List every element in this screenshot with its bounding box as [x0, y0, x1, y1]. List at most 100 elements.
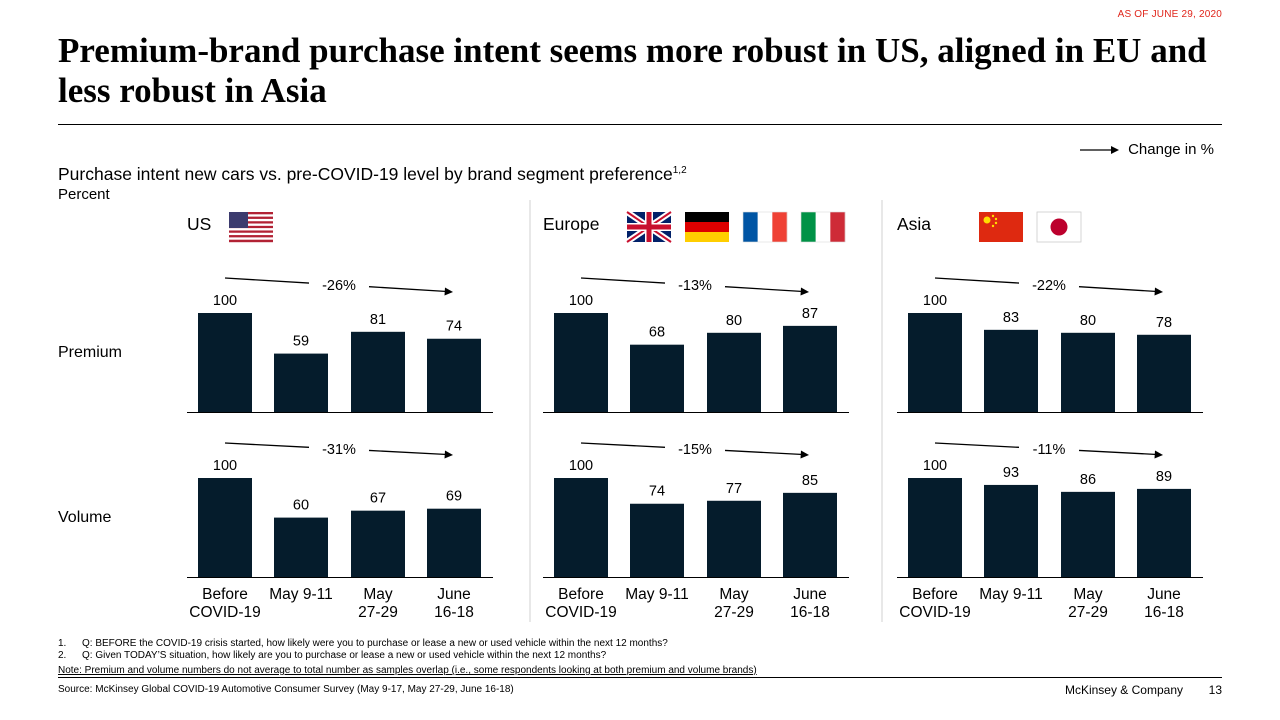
bar — [1061, 491, 1115, 577]
change-arrow — [368, 449, 448, 456]
bar — [427, 338, 481, 412]
category-label: June — [437, 586, 471, 603]
series-premium: 100 83 80 78 -22% — [897, 277, 1203, 413]
data-label: 74 — [446, 319, 462, 335]
data-label: 87 — [802, 306, 818, 322]
data-label: 59 — [293, 334, 309, 350]
series-volume: 100 93 86 89 -11% — [897, 442, 1203, 578]
company-name: McKinsey & Company — [1064, 683, 1183, 697]
as-of-date: AS OF JUNE 29, 2020 — [1117, 9, 1222, 20]
footnote-1-number: 1. — [58, 638, 67, 649]
series-premium: 100 59 81 74 -26% — [187, 277, 493, 413]
category-label: COVID-19 — [189, 604, 261, 621]
data-label: 80 — [726, 313, 742, 329]
data-label: 83 — [1003, 310, 1019, 326]
bar — [908, 478, 962, 577]
footer-divider — [58, 677, 1222, 678]
region-label: US — [187, 214, 211, 234]
footnote-2: 2. Q: Given TODAY’S situation, how likely… — [58, 650, 606, 661]
footnote-1-text: Q: BEFORE the COVID-19 crisis started, h… — [82, 638, 668, 649]
data-label: 93 — [1003, 465, 1019, 481]
flag-stripe — [229, 218, 273, 222]
bar — [274, 517, 328, 577]
region-label: Europe — [543, 214, 599, 234]
change-label: -26% — [322, 278, 356, 294]
subtitle-text: Purchase intent new cars vs. pre-COVID-1… — [58, 164, 673, 184]
category-label: COVID-19 — [899, 604, 971, 621]
flag-canton — [229, 212, 248, 228]
data-label: 100 — [569, 293, 593, 309]
bar — [783, 325, 837, 412]
source: Source: McKinsey Global COVID-19 Automot… — [58, 684, 514, 695]
title-divider — [58, 124, 1222, 125]
flag-star — [991, 224, 995, 228]
flag-band — [685, 212, 729, 222]
flag-star — [983, 216, 991, 224]
bar — [427, 508, 481, 577]
flag-field — [979, 212, 1023, 242]
change-label: -22% — [1032, 278, 1066, 294]
change-arrow — [224, 277, 310, 284]
note: Note: Premium and volume numbers do not … — [58, 665, 757, 676]
category-label: 27-29 — [1068, 604, 1108, 621]
bar — [707, 500, 761, 577]
data-label: 77 — [726, 481, 742, 497]
panel-us: US 100 59 81 74 -26% 100 60 67 69 -31% BeforeCOVID-… — [187, 212, 493, 621]
panel-europe: Europe 100 68 80 87 -13% 100 74 77 85 -15% BeforeCO… — [543, 209, 849, 621]
change-arrow-head — [1154, 450, 1163, 459]
region-label: Asia — [897, 214, 931, 234]
change-arrow — [1078, 449, 1158, 456]
data-label: 68 — [649, 325, 665, 341]
change-arrow-head — [444, 450, 453, 459]
flag-band — [743, 212, 758, 242]
chart-subtitle: Purchase intent new cars vs. pre-COVID-1… — [58, 164, 687, 185]
bar — [351, 331, 405, 412]
flag-band — [685, 232, 729, 242]
bar — [783, 492, 837, 577]
germany-flag-icon — [685, 212, 729, 242]
data-label: 100 — [213, 293, 237, 309]
bar — [908, 313, 962, 412]
bar — [554, 478, 608, 577]
category-label: 16-18 — [434, 604, 474, 621]
flag-stripe — [229, 235, 273, 238]
flag-band — [772, 212, 788, 242]
data-label: 81 — [370, 312, 386, 328]
data-label: 69 — [446, 489, 462, 505]
category-label: 16-18 — [1144, 604, 1184, 621]
flag-stripe — [229, 239, 273, 243]
flag-border — [800, 211, 846, 243]
data-label: 67 — [370, 491, 386, 507]
category-label: 27-29 — [358, 604, 398, 621]
category-label: June — [793, 586, 827, 603]
data-label: 100 — [923, 458, 947, 474]
page-number: 13 — [1208, 683, 1222, 697]
flag-stripe — [229, 232, 273, 236]
category-label: May 9-11 — [269, 586, 332, 603]
change-arrow — [724, 286, 804, 293]
flag-stripe — [229, 237, 273, 240]
flag-stripe — [229, 225, 273, 229]
change-arrow — [224, 442, 310, 448]
flag-cross-red — [627, 224, 671, 230]
data-label: 100 — [569, 458, 593, 474]
change-label: -11% — [1033, 442, 1066, 458]
italy-flag-icon — [800, 211, 846, 243]
data-label: 89 — [1156, 469, 1172, 485]
category-label: COVID-19 — [545, 604, 617, 621]
page-title: Premium-brand purchase intent seems more… — [58, 31, 1207, 110]
flag-border — [742, 211, 788, 243]
series-premium: 100 68 80 87 -13% — [543, 277, 849, 413]
bar — [1061, 332, 1115, 412]
change-arrow — [580, 277, 666, 284]
change-arrow — [934, 277, 1020, 284]
row-label-premium: Premium — [58, 344, 123, 361]
change-arrow-head — [1154, 287, 1163, 296]
data-label: 80 — [1080, 313, 1096, 329]
category-label: May 9-11 — [979, 586, 1042, 603]
category-label: 27-29 — [714, 604, 754, 621]
bar — [984, 484, 1038, 577]
us-flag-icon — [229, 212, 273, 243]
change-arrow — [934, 442, 1020, 448]
category-label: May — [363, 586, 393, 603]
